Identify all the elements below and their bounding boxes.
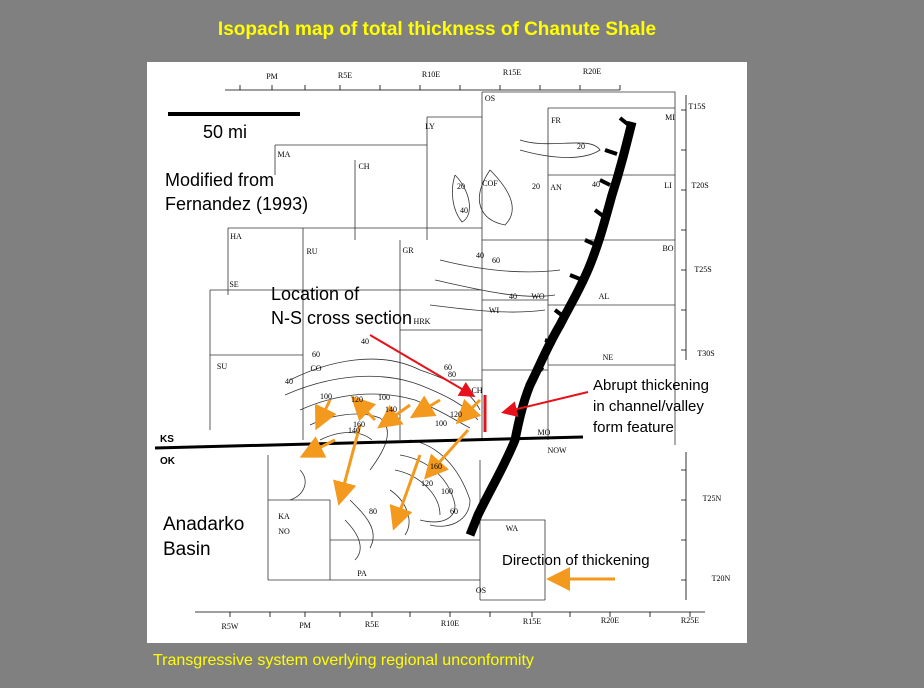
county-label: COF [482, 179, 498, 188]
contour-label: 160 [353, 420, 365, 429]
county-label: HA [230, 232, 242, 241]
range-label: R25E [681, 616, 699, 625]
township-label: T30S [697, 349, 714, 358]
note-text: Modified from [165, 170, 274, 190]
slide-title: Isopach map of total thickness of Chanut… [218, 19, 656, 40]
county-label: CH [471, 386, 482, 395]
contour-label: 100 [435, 419, 447, 428]
contour-label: 40 [460, 206, 468, 215]
county-label: RU [306, 247, 317, 256]
township-label: T25N [703, 494, 722, 503]
county-label: NO [278, 527, 290, 536]
contour-label: 40 [361, 337, 369, 346]
county-label: MA [278, 150, 291, 159]
note-text: in channel/valley [593, 398, 704, 415]
township-label: T25S [694, 265, 711, 274]
contour-label: 20 [532, 182, 540, 191]
county-label: CH [358, 162, 369, 171]
township-label: T20N [712, 574, 731, 583]
note-text: Fernandez (1993) [165, 194, 308, 214]
county-label: NE [603, 353, 614, 362]
contour-label: 40 [476, 251, 484, 260]
county-label: WA [506, 524, 519, 533]
contour-label: 140 [385, 405, 397, 414]
scale-label: 50 mi [203, 122, 247, 142]
contour-label: 60 [492, 256, 500, 265]
county-label: NOW [547, 446, 567, 455]
range-label: R15E [503, 68, 521, 77]
county-label: MI [665, 113, 675, 122]
county-label: HRK [414, 317, 431, 326]
contour-label: 120 [450, 410, 462, 419]
state-label: OK [160, 456, 176, 467]
contour-label: 100 [320, 392, 332, 401]
county-label: WI [489, 306, 500, 315]
contour-label: 40 [592, 180, 600, 189]
contour-label: 60 [312, 350, 320, 359]
contour-label: 80 [369, 507, 377, 516]
contour-label: 140 [348, 426, 360, 435]
note-text: N-S cross section [271, 308, 412, 328]
county-label: OS [476, 586, 486, 595]
county-label: KA [278, 512, 290, 521]
county-label: SU [217, 362, 227, 371]
contour-label: 120 [421, 479, 433, 488]
contour-label: 100 [378, 393, 390, 402]
range-label: R15E [523, 617, 541, 626]
county-label: BO [662, 244, 673, 253]
contour-label: 60 [444, 363, 452, 372]
range-label: PM [266, 72, 278, 81]
contour-label: 160 [430, 462, 442, 471]
contour-label: 100 [441, 487, 453, 496]
slide-footer: Transgressive system overlying regional … [153, 652, 534, 669]
contour-label: 20 [577, 142, 585, 151]
range-label: PM [299, 621, 311, 630]
contour-label: 40 [285, 377, 293, 386]
map [154, 85, 705, 617]
note-text: Location of [271, 284, 360, 304]
note-text: Basin [163, 539, 211, 560]
township-label: T20S [691, 181, 708, 190]
map-labels: 50 mi Modified from Fernandez (1993) Loc… [160, 67, 731, 631]
range-label: R5E [338, 71, 352, 80]
county-label: LI [664, 181, 672, 190]
county-label: PA [357, 569, 367, 578]
county-label: LY [425, 122, 435, 131]
range-label: R10E [441, 619, 459, 628]
county-label: FR [551, 116, 561, 125]
contour-label: 120 [351, 395, 363, 404]
county-label: SE [229, 280, 238, 289]
county-label: GR [402, 246, 414, 255]
county-label: CO [310, 364, 321, 373]
range-label: R20E [601, 616, 619, 625]
county-label: OS [485, 94, 495, 103]
county-label: WO [531, 292, 545, 301]
range-label: R5E [365, 620, 379, 629]
note-text: Direction of thickening [502, 552, 650, 569]
township-label: T15S [688, 102, 705, 111]
contour-label: 80 [448, 370, 456, 379]
county-label: AL [599, 292, 610, 301]
note-text: Anadarko [163, 514, 244, 535]
contour-label: 20 [457, 182, 465, 191]
range-label: R20E [583, 67, 601, 76]
county-label: AN [550, 183, 562, 192]
note-text: Abrupt thickening [593, 377, 709, 394]
county-label: MO [538, 428, 551, 437]
range-label: R10E [422, 70, 440, 79]
contour-label: 60 [450, 507, 458, 516]
note-text: form feature [593, 419, 674, 436]
map-panel [147, 62, 747, 643]
state-label: KS [160, 434, 174, 445]
range-label: R5W [222, 622, 239, 631]
contour-label: 40 [509, 292, 517, 301]
